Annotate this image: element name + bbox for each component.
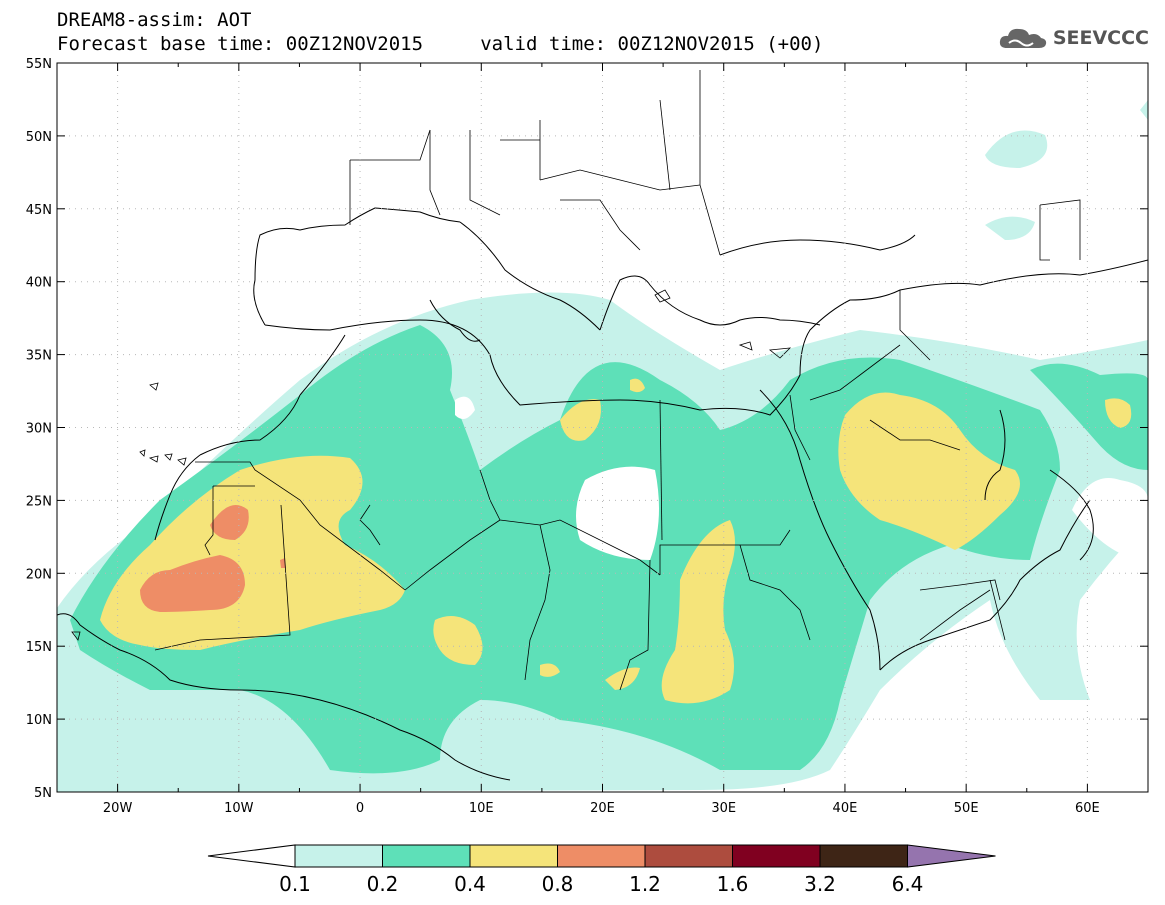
- colorbar-min-triangle: [207, 844, 296, 868]
- colorbar-label: 1.2: [629, 872, 661, 896]
- lat-label: 35N: [26, 349, 52, 364]
- aot-level-0-2: [70, 325, 1148, 774]
- colorbar-label: 0.1: [279, 872, 311, 896]
- axis-ticks: [56, 62, 1149, 793]
- colorbar-segment: [382, 844, 471, 868]
- lon-label: 30E: [711, 801, 736, 816]
- aot-contours: [57, 100, 1148, 792]
- coastlines: [57, 207, 1148, 781]
- aot-level-0-4: [100, 378, 1132, 704]
- lat-label: 25N: [26, 494, 52, 509]
- colorbar-label: 0.2: [367, 872, 399, 896]
- longitude-labels: 20W 10W 0 10E 20E 30E 40E 50E 60E: [103, 801, 1100, 816]
- logo-text: SEEVCCC: [1052, 27, 1149, 49]
- colorbar-segment: [469, 844, 558, 868]
- map-title: DREAM8-assim: AOT: [57, 9, 252, 31]
- colorbar-label: 1.6: [717, 872, 749, 896]
- latitude-labels: 55N 50N 45N 40N 35N 30N 25N 20N 15N 10N 5N: [26, 57, 52, 801]
- lon-label: 20W: [103, 801, 133, 816]
- colorbar-label: 0.8: [542, 872, 574, 896]
- cloud-icon: [999, 28, 1046, 48]
- lon-label: 10E: [469, 801, 494, 816]
- forecast-time-label: Forecast base time: 00Z12NOV2015 valid t…: [57, 33, 824, 55]
- lat-label: 40N: [26, 276, 52, 291]
- seevccc-logo: SEEVCCC: [997, 24, 1149, 52]
- colorbar-segment: [819, 844, 908, 868]
- colorbar-label: 6.4: [892, 872, 924, 896]
- lon-label: 20E: [590, 801, 615, 816]
- colorbar-segment: [557, 844, 646, 868]
- lat-label: 10N: [26, 713, 52, 728]
- lat-label: 30N: [26, 422, 52, 437]
- colorbar-max-triangle: [907, 844, 996, 868]
- colorbar-label: 3.2: [804, 872, 836, 896]
- lat-label: 45N: [26, 203, 52, 218]
- colorbar-segment: [732, 844, 821, 868]
- aot-colorbar: 0.1 0.2 0.4 0.8 1.2 1.6 3.2 6.4: [207, 844, 996, 896]
- lat-label: 55N: [26, 57, 52, 72]
- aot-clear-areas: [455, 396, 1148, 560]
- country-borders: [154, 70, 1081, 691]
- colorbar-segment: [294, 844, 383, 868]
- islands: [71, 289, 792, 641]
- lon-label: 0: [356, 801, 364, 816]
- colorbar-segment: [644, 844, 733, 868]
- colorbar-label: 0.4: [454, 872, 486, 896]
- lon-label: 60E: [1075, 801, 1100, 816]
- lat-label: 5N: [34, 786, 52, 801]
- lat-label: 15N: [26, 640, 52, 655]
- lon-label: 50E: [954, 801, 979, 816]
- lat-label: 20N: [26, 567, 52, 582]
- lat-label: 50N: [26, 130, 52, 145]
- lon-label: 40E: [833, 801, 858, 816]
- lon-label: 10W: [224, 801, 254, 816]
